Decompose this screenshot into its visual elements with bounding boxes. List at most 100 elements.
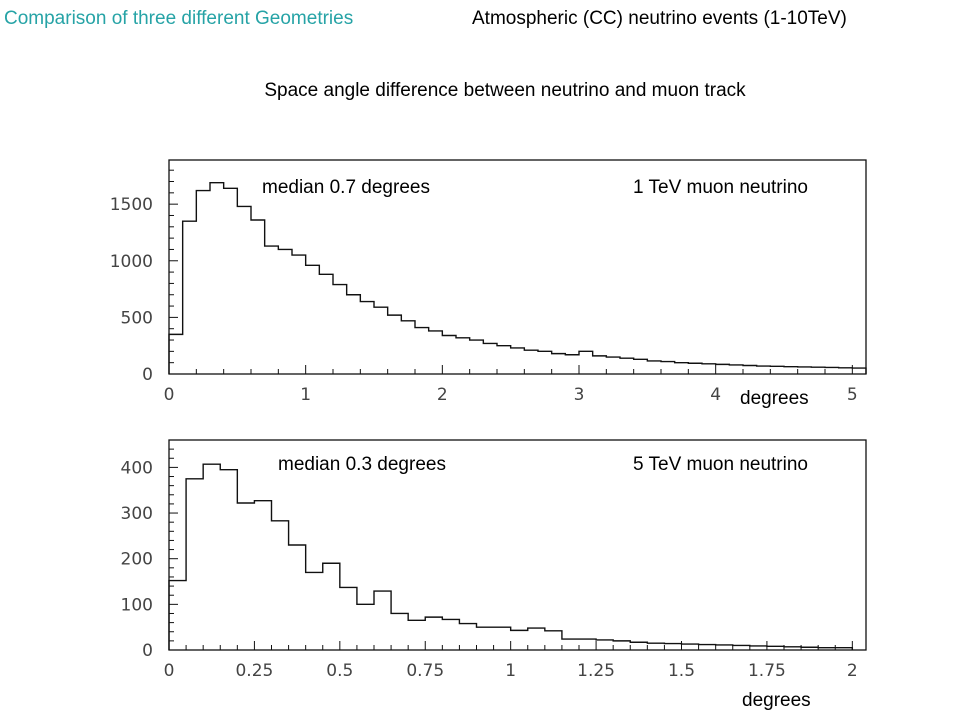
- histogram-bin: [319, 274, 333, 374]
- histogram-bin: [784, 367, 798, 374]
- histogram-bin: [613, 641, 630, 650]
- histogram-bin: [497, 346, 511, 374]
- histogram-bin: [545, 631, 562, 650]
- histogram-bin: [825, 367, 839, 374]
- histogram-bin: [470, 340, 484, 374]
- histogram-bin: [374, 307, 388, 374]
- histogram-bin: [647, 361, 661, 374]
- histogram-bin: [562, 639, 579, 650]
- median-annotation-1tev: median 0.7 degrees: [262, 177, 430, 198]
- y-tick-label: 200: [121, 550, 153, 570]
- histogram-bin: [169, 581, 186, 650]
- histogram-bin: [477, 627, 494, 650]
- plot-frame: [168, 159, 867, 375]
- y-tick-label: 0: [142, 365, 153, 385]
- histogram-bin: [596, 640, 613, 650]
- histogram-bin: [272, 521, 289, 650]
- histogram-step-line: [168, 463, 854, 650]
- histogram-bin: [620, 358, 634, 374]
- histogram-bin: [483, 343, 497, 374]
- y-tick-label: 0: [142, 641, 153, 661]
- y-tick-label: 100: [121, 595, 153, 615]
- histogram-bin: [323, 563, 340, 650]
- y-tick-label: 1500: [110, 195, 153, 215]
- histogram-bin: [340, 587, 357, 650]
- histogram-bin: [289, 545, 306, 650]
- energy-annotation-1tev: 1 TeV muon neutrino: [633, 177, 808, 198]
- x-tick-label: 1: [505, 661, 516, 681]
- histogram-bin: [593, 356, 607, 374]
- x-tick-label: 2: [437, 385, 448, 405]
- histogram-bin: [552, 354, 566, 374]
- y-tick-label: 400: [121, 458, 153, 478]
- histogram-bin: [538, 351, 552, 374]
- histogram-bin: [835, 648, 852, 650]
- histogram-bin: [186, 479, 203, 650]
- xaxis-label-1tev: degrees: [740, 388, 809, 409]
- x-tick-label: 4: [710, 385, 721, 405]
- median-annotation-5tev: median 0.3 degrees: [278, 454, 446, 475]
- histogram-bin: [729, 365, 743, 374]
- x-tick-label: 1.5: [668, 661, 695, 681]
- histogram-bin: [528, 628, 545, 650]
- histogram-bin: [664, 644, 681, 650]
- histogram-bin: [360, 302, 374, 374]
- histogram-bin: [224, 188, 238, 374]
- histogram-bin: [811, 367, 825, 374]
- histogram-bin: [688, 363, 702, 374]
- histogram-bin: [196, 191, 210, 374]
- histogram-bin: [391, 613, 408, 650]
- histogram-bin: [459, 624, 476, 650]
- histogram-bin: [265, 246, 279, 374]
- histogram-bin: [767, 646, 784, 650]
- histogram-bin: [306, 572, 323, 650]
- histogram-bin: [682, 644, 699, 650]
- histogram-bin: [743, 366, 757, 374]
- histogram-bin: [442, 336, 456, 374]
- y-tick-label: 300: [121, 504, 153, 524]
- histogram-bin: [306, 265, 320, 374]
- histogram-bin: [388, 315, 402, 374]
- histogram-bin: [347, 295, 361, 374]
- histogram-bin: [750, 646, 767, 650]
- histogram-bin: [579, 639, 596, 650]
- histogram-step-line: [168, 181, 867, 374]
- chart-subtitle: Space angle difference between neutrino …: [264, 80, 746, 101]
- histogram-bin: [647, 643, 664, 650]
- histogram-bin: [401, 321, 415, 374]
- histogram-bin: [333, 285, 347, 374]
- histogram-bin: [169, 334, 183, 374]
- histogram-bin: [770, 366, 784, 374]
- histogram-bin: [839, 368, 853, 374]
- histogram-bin: [801, 647, 818, 650]
- histogram-bin: [675, 363, 689, 374]
- x-tick-label: 1.25: [577, 661, 615, 681]
- x-tick-label: 0: [164, 661, 175, 681]
- histogram-bin: [456, 338, 470, 374]
- x-tick-label: 3: [574, 385, 585, 405]
- histogram-bin: [699, 645, 716, 650]
- histogram-bin: [565, 355, 579, 374]
- header-right-title: Atmospheric (CC) neutrino events (1-10Te…: [472, 8, 847, 29]
- histogram-bin: [798, 367, 812, 374]
- x-tick-label: 0.5: [326, 661, 353, 681]
- histogram-bin: [494, 627, 511, 650]
- histogram-5tev: median 0.3 degrees 5 TeV muon neutrino d…: [121, 439, 867, 711]
- x-tick-label: 1: [300, 385, 311, 405]
- histogram-bin: [210, 183, 224, 374]
- histogram-bin: [415, 328, 429, 374]
- histogram-bin: [429, 331, 443, 374]
- histogram-bin: [408, 620, 425, 650]
- x-tick-label: 0: [164, 385, 175, 405]
- histogram-bin: [606, 357, 620, 374]
- histogram-bin: [630, 642, 647, 650]
- x-tick-label: 1.75: [748, 661, 786, 681]
- histogram-bin: [524, 350, 538, 374]
- histogram-bin: [702, 364, 716, 374]
- histogram-bin: [852, 368, 866, 374]
- histogram-bin: [442, 619, 459, 650]
- histogram-bin: [183, 221, 197, 374]
- histogram-bin: [511, 630, 528, 650]
- histogram-bin: [784, 647, 801, 650]
